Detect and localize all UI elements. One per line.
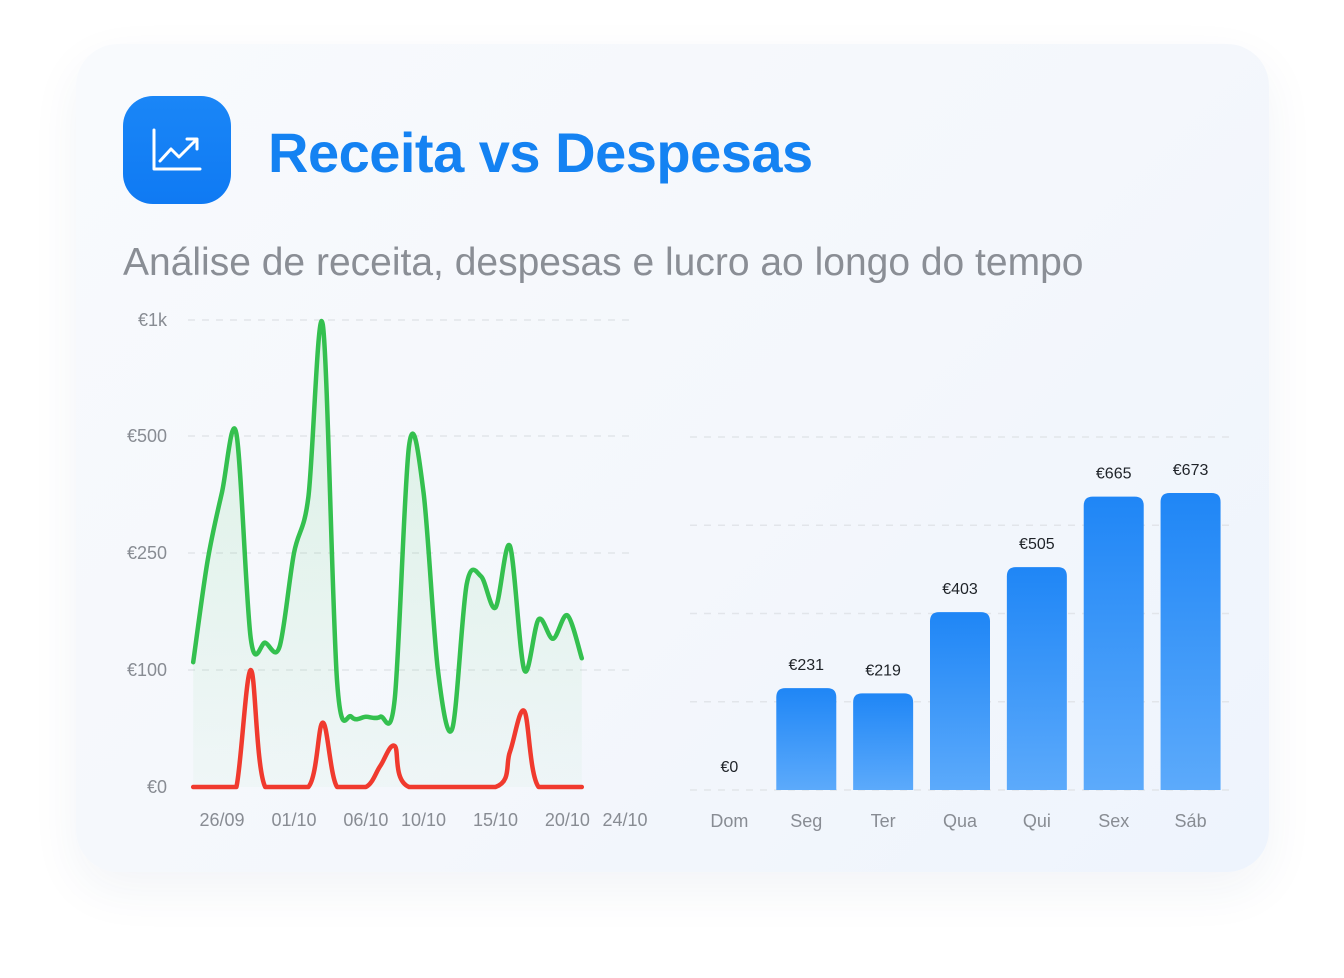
bar bbox=[853, 693, 914, 790]
line-chart-y-tick-label: €500 bbox=[127, 426, 167, 446]
header-icon-tile bbox=[123, 96, 231, 204]
line-chart-x-tick-label: 26/09 bbox=[199, 810, 244, 830]
bar bbox=[1160, 493, 1221, 790]
trending-up-icon bbox=[152, 128, 202, 171]
line-chart-x-tick-label: 06/10 bbox=[343, 810, 388, 830]
line-chart-x-tick-label: 10/10 bbox=[401, 810, 446, 830]
bar-value-label: €0 bbox=[721, 759, 739, 776]
bar-value-label: €231 bbox=[788, 657, 824, 674]
bar bbox=[1083, 496, 1144, 790]
bar-value-label: €219 bbox=[865, 662, 901, 679]
bar-value-label: €403 bbox=[942, 581, 978, 598]
bar bbox=[776, 688, 837, 790]
page-title: Receita vs Despesas bbox=[268, 121, 813, 184]
bar-category-label: Qui bbox=[1023, 811, 1051, 831]
line-chart-y-tick-label: €0 bbox=[147, 777, 167, 797]
revenue-line bbox=[190, 319, 585, 734]
bar-category-label: Sex bbox=[1098, 811, 1129, 831]
bar-category-label: Dom bbox=[710, 811, 748, 831]
line-chart-y-tick-label: €250 bbox=[127, 543, 167, 563]
bar-category-label: Seg bbox=[790, 811, 822, 831]
page-subtitle: Análise de receita, despesas e lucro ao … bbox=[123, 241, 1084, 284]
line-chart-x-tick-label: 24/10 bbox=[602, 810, 647, 830]
line-chart-x-tick-label: 15/10 bbox=[473, 810, 518, 830]
bar bbox=[930, 612, 990, 790]
bar bbox=[1006, 567, 1067, 790]
bar-category-label: Ter bbox=[871, 811, 896, 831]
expenses-line bbox=[190, 667, 585, 790]
bar-category-label: Sáb bbox=[1175, 811, 1207, 831]
bar-value-label: €505 bbox=[1019, 536, 1055, 553]
bar-category-label: Qua bbox=[943, 811, 978, 831]
line-chart-x-tick-label: 20/10 bbox=[545, 810, 590, 830]
line-chart-y-tick-label: €1k bbox=[138, 310, 168, 330]
line-chart-x-tick-label: 01/10 bbox=[271, 810, 316, 830]
bar-value-label: €673 bbox=[1173, 462, 1209, 479]
line-chart-y-tick-label: €100 bbox=[127, 660, 167, 680]
bar-value-label: €665 bbox=[1096, 466, 1132, 483]
revenue-area-fill bbox=[193, 321, 582, 787]
